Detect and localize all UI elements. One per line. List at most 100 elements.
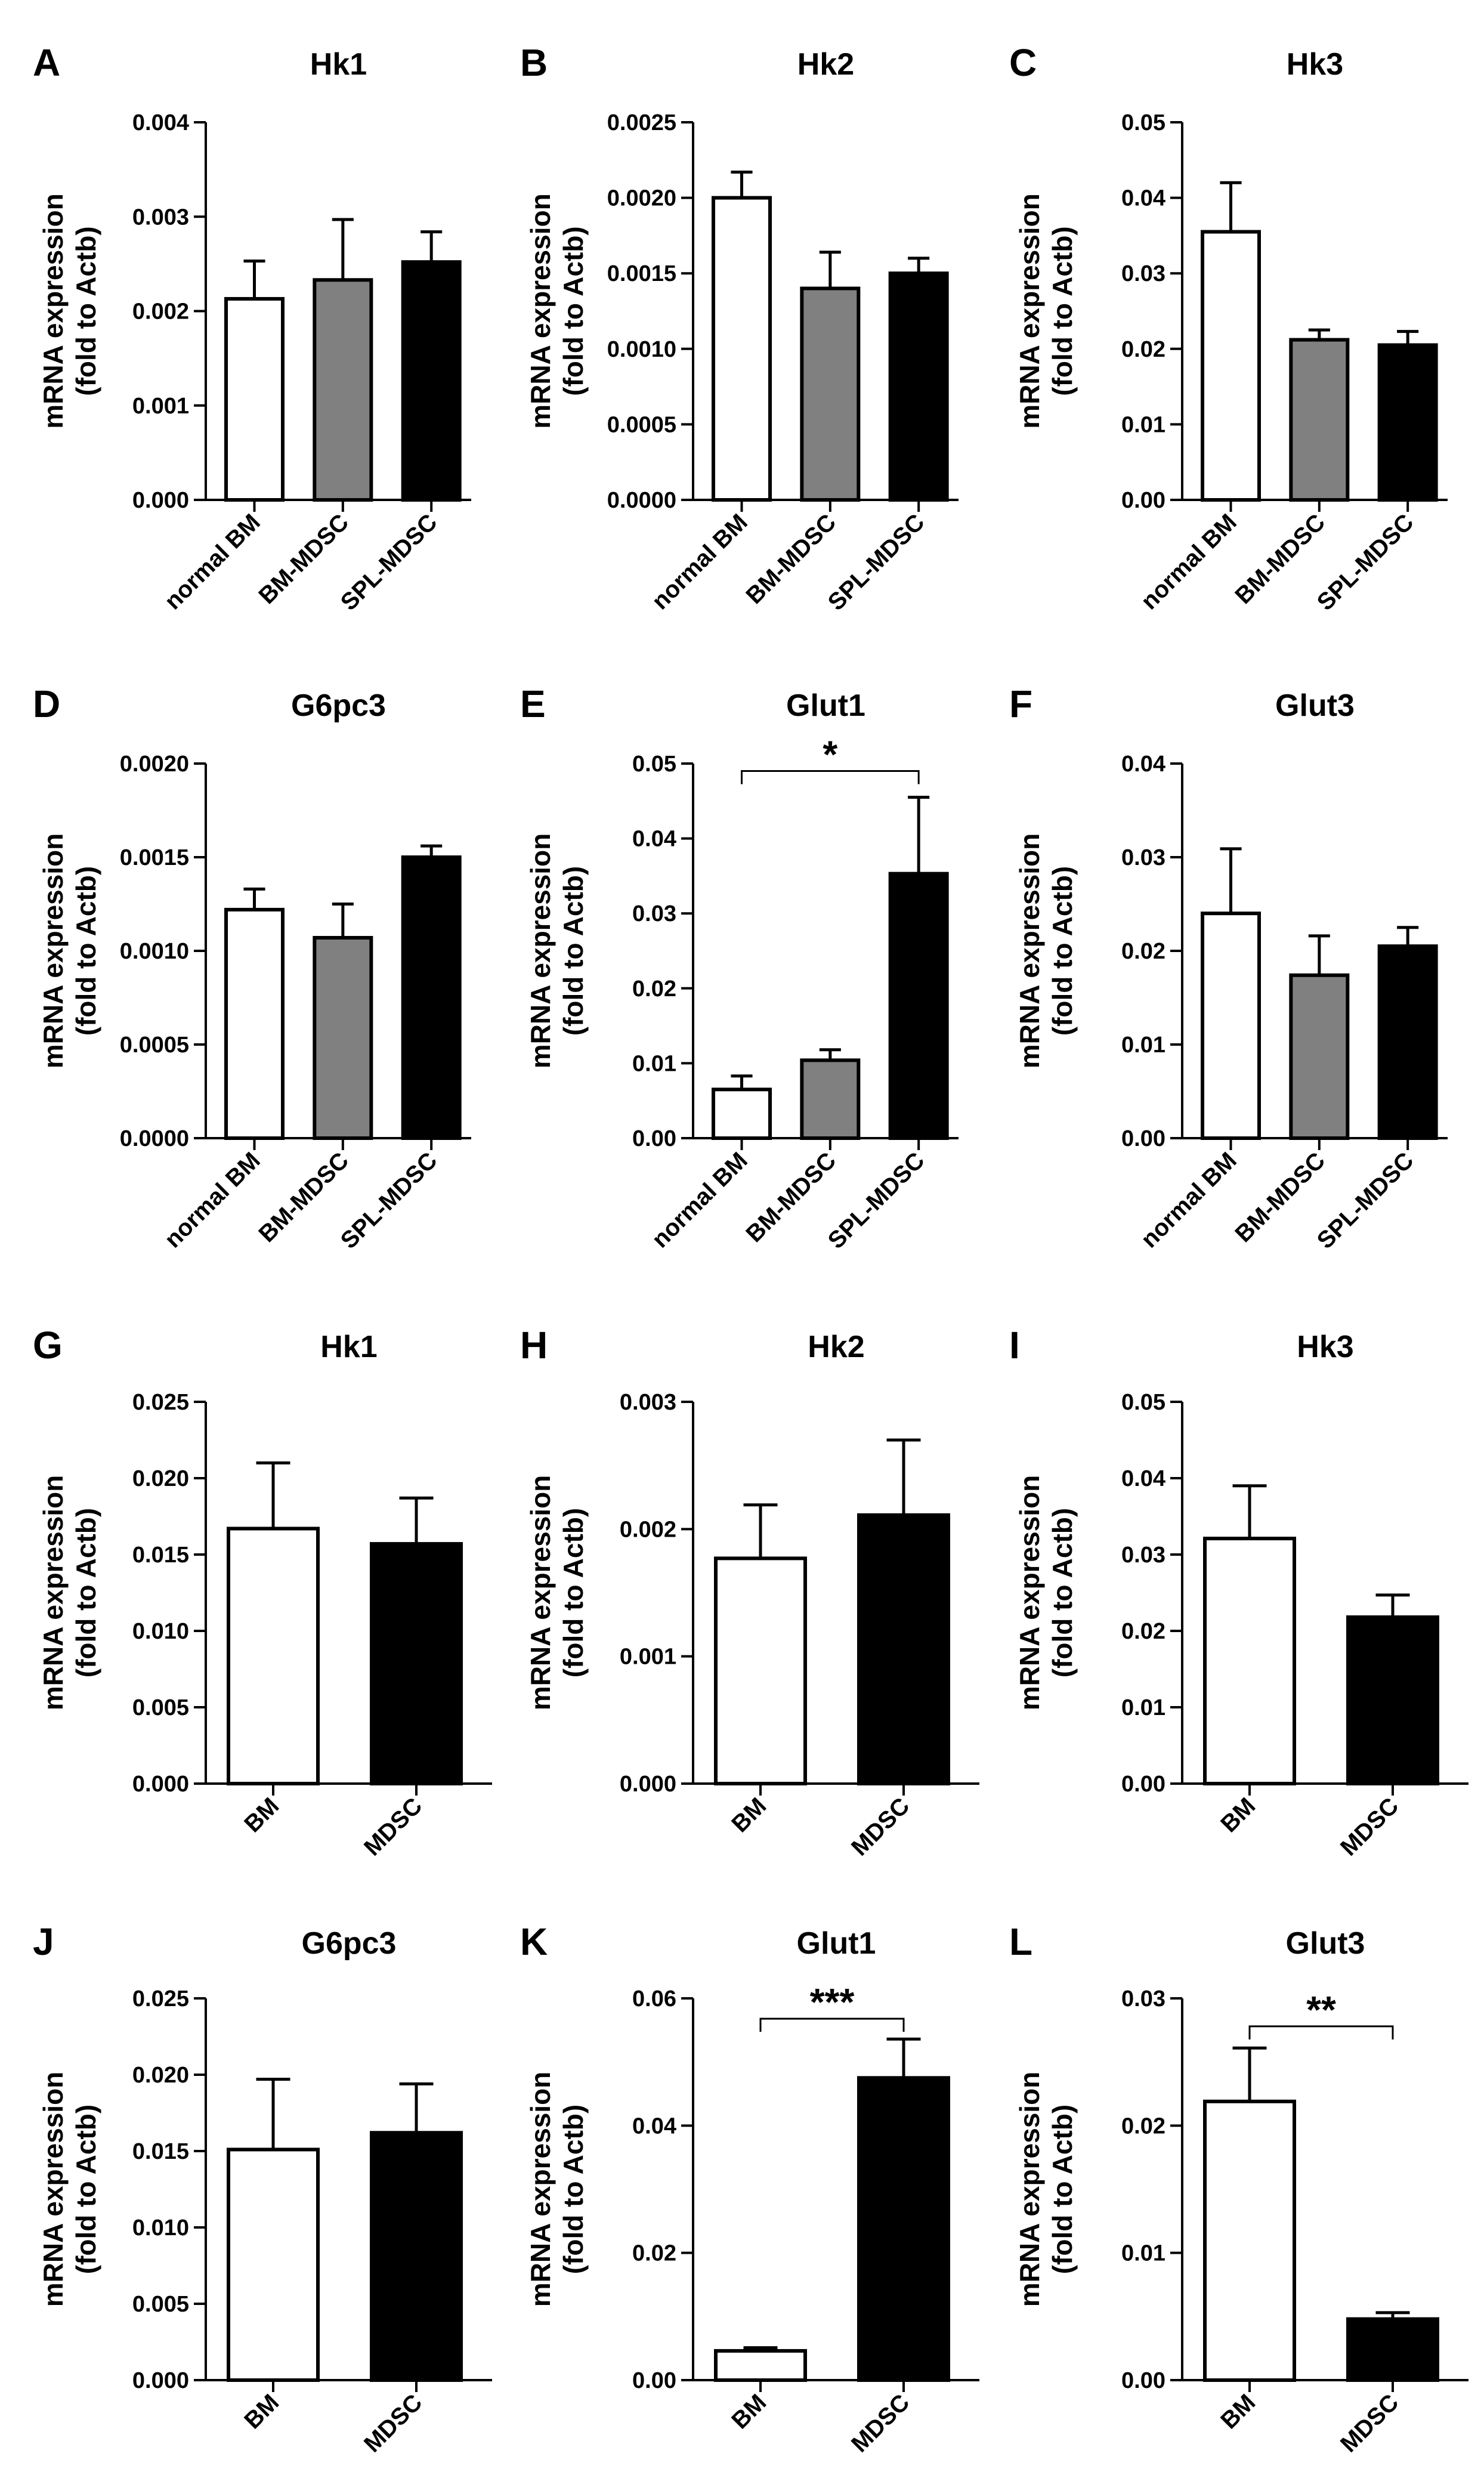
panel-i-ylabel-line1: mRNA expression [1014, 1475, 1045, 1711]
panel-h-ylabel-line1: mRNA expression [525, 1475, 556, 1711]
panel-e-ytick-label: 0.00 [632, 1126, 676, 1151]
panel-j-ytick-label: 0.020 [132, 2063, 189, 2088]
panel-c-ylabel-line2: (fold to Actb) [1047, 226, 1078, 395]
panel-a-category-label: SPL-MDSC [336, 509, 443, 616]
panel-f-bar [1201, 911, 1261, 1140]
panel-g-letter: G [33, 1324, 63, 1367]
panel-j-ytick-label: 0.000 [132, 2368, 189, 2393]
panel-f-ytick-label: 0.01 [1121, 1033, 1165, 1058]
panel-a-bar [401, 260, 462, 502]
panel-e-ylabel-line2: (fold to Actb) [558, 866, 589, 1036]
panel-j-ytick-label: 0.025 [132, 1986, 189, 2011]
panel-i-bar [1203, 1537, 1296, 1786]
panel-a-bar [224, 296, 285, 502]
panel-i-ytick-label: 0.04 [1121, 1466, 1165, 1491]
panel-a-ytick-label: 0.004 [132, 110, 189, 135]
panel-e-bar [712, 1087, 772, 1140]
panel-e-category-label: normal BM [647, 1147, 753, 1253]
panel-i-bar [1346, 1615, 1439, 1785]
panel-c-bar [1201, 230, 1261, 502]
panel-h-ytick-label: 0.003 [620, 1390, 676, 1415]
panel-b-ytick-label: 0.0005 [607, 412, 676, 437]
panel-l-ylabel-line2: (fold to Actb) [1047, 2105, 1078, 2274]
panel-b-title: Hk2 [797, 47, 854, 82]
panel-j-ytick-label: 0.010 [132, 2215, 189, 2241]
panel-k-ytick-label: 0.00 [632, 2368, 676, 2393]
panel-i-title: Hk3 [1297, 1330, 1353, 1364]
panel-a-ytick-label: 0.003 [132, 205, 189, 230]
panel-l-title: Glut3 [1286, 1926, 1365, 1961]
panel-f-ytick-label: 0.04 [1121, 752, 1165, 777]
panel-k: K Glut1 mRNA expression (fold to Actb) 0.00 0… [520, 1920, 979, 2458]
panel-k-bar [714, 2349, 807, 2383]
panel-f-ylabel-line2: (fold to Actb) [1047, 866, 1078, 1036]
panel-c-ytick-label: 0.05 [1121, 110, 1165, 135]
panel-i-ytick-label: 0.02 [1121, 1619, 1165, 1644]
panel-b-category-label: normal BM [647, 509, 753, 614]
panel-a-ylabel-line2: (fold to Actb) [70, 226, 101, 395]
panel-f-bar [1289, 973, 1350, 1140]
panel-g-ytick-label: 0.000 [132, 1772, 189, 1797]
panel-c-ytick-label: 0.02 [1121, 337, 1165, 362]
panel-d-bar [224, 907, 285, 1141]
panel-f-category-label: SPL-MDSC [1312, 1147, 1419, 1254]
panel-d: D G6pc3 mRNA expression (fold to Actb) 0.000… [33, 682, 471, 1254]
panel-c-ytick-label: 0.01 [1121, 412, 1165, 437]
panel-l-bar [1203, 2099, 1296, 2383]
panel-e-ytick-label: 0.05 [632, 752, 676, 777]
panel-h-ytick-label: 0.001 [620, 1645, 676, 1670]
panel-b-ytick-label: 0.0000 [607, 488, 676, 513]
panel-g-ylabel-line2: (fold to Actb) [70, 1508, 101, 1677]
panel-e-bar [888, 872, 949, 1140]
panel-k-ytick-label: 0.04 [632, 2113, 676, 2139]
panel-l-category-label: MDSC [1335, 2389, 1403, 2457]
panel-c-bar [1289, 338, 1350, 502]
panel-c-bar [1377, 343, 1438, 502]
panel-e-significance-label: * [823, 733, 837, 776]
panel-d-ylabel-line2: (fold to Actb) [70, 866, 101, 1036]
panel-b-category-label: SPL-MDSC [823, 509, 930, 616]
panel-l-ytick-label: 0.02 [1121, 2113, 1165, 2139]
panel-a-title: Hk1 [310, 47, 367, 82]
panel-b-bar [800, 286, 861, 502]
panel-g-title: Hk1 [320, 1330, 377, 1364]
panel-k-bar [857, 2076, 950, 2382]
panel-h-ytick-label: 0.002 [620, 1517, 676, 1542]
panel-d-category-label: SPL-MDSC [336, 1147, 443, 1254]
panel-b-ylabel-line2: (fold to Actb) [558, 226, 589, 395]
panel-d-ytick-label: 0.0000 [120, 1126, 189, 1151]
panel-c: C Hk3 mRNA expression (fold to Actb) 0.00 0.0… [1009, 41, 1448, 616]
panel-j: J G6pc3 mRNA expression (fold to Actb) 0.000… [33, 1920, 492, 2458]
panel-i-ytick-label: 0.01 [1121, 1695, 1165, 1720]
panel-a-letter: A [33, 41, 60, 84]
panel-d-ytick-label: 0.0005 [120, 1033, 189, 1058]
panel-c-ytick-label: 0.03 [1121, 261, 1165, 286]
panel-i-letter: I [1009, 1324, 1020, 1367]
panel-k-title: Glut1 [797, 1926, 876, 1961]
panel-i: I Hk3 mRNA expression (fold to Actb) 0.00 0.0… [1009, 1324, 1468, 1861]
panel-k-category-label: MDSC [846, 2389, 914, 2457]
panel-c-ytick-label: 0.04 [1121, 186, 1165, 211]
panel-c-letter: C [1009, 41, 1037, 84]
panel-h-ytick-label: 0.000 [620, 1772, 676, 1797]
panel-a: A Hk1 mRNA expression (fold to Actb) 0.000 0.… [33, 41, 471, 616]
panel-l-ylabel-line1: mRNA expression [1014, 2072, 1045, 2307]
panel-g-ytick-label: 0.025 [132, 1390, 189, 1415]
panel-j-category-label: MDSC [359, 2389, 427, 2457]
panel-i-category-label: MDSC [1335, 1793, 1403, 1861]
panel-g-ylabel-line1: mRNA expression [38, 1475, 69, 1711]
panel-f-title: Glut3 [1275, 688, 1355, 723]
panel-k-ytick-label: 0.02 [632, 2241, 676, 2266]
panel-a-ytick-label: 0.000 [132, 488, 189, 513]
panel-j-title: G6pc3 [302, 1926, 397, 1961]
panel-f-ytick-label: 0.03 [1121, 845, 1165, 870]
panel-k-category-label: BM [726, 2389, 771, 2434]
panel-c-category-label: SPL-MDSC [1312, 509, 1419, 616]
panel-k-significance-bracket [759, 2017, 905, 2032]
panel-l-letter: L [1009, 1920, 1032, 1963]
panel-l-significance-label: ** [1306, 1988, 1336, 2031]
panel-b-bar [712, 196, 772, 502]
panel-j-ytick-label: 0.015 [132, 2139, 189, 2164]
panel-l-ytick-label: 0.00 [1121, 2368, 1165, 2393]
panel-f-letter: F [1009, 682, 1032, 725]
